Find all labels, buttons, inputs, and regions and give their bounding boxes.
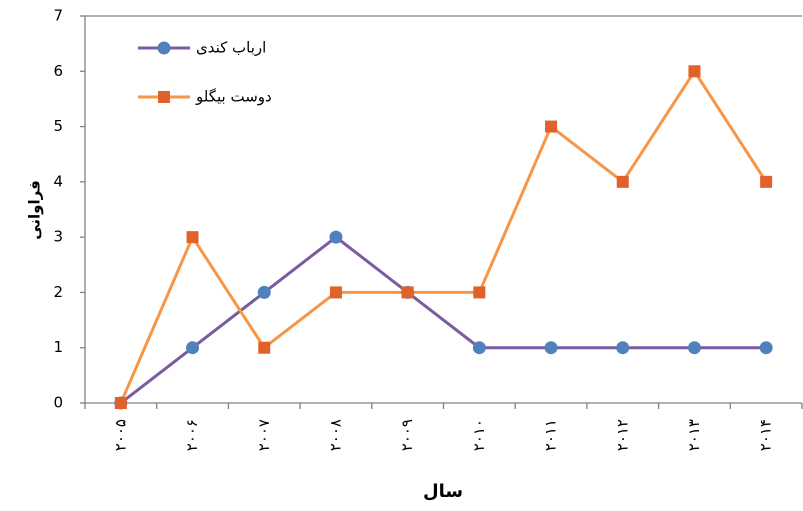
x-tick-label: ۲۰۰۵ (111, 419, 129, 451)
data-point (759, 341, 773, 355)
data-point (401, 286, 414, 299)
y-tick-label: 2 (53, 283, 63, 301)
y-tick-label: 5 (53, 117, 63, 135)
y-tick-label: 1 (53, 338, 63, 356)
y-tick-label: 7 (53, 7, 63, 25)
y-tick-label: 4 (53, 172, 63, 190)
data-point (544, 341, 558, 355)
x-axis-title: سال (423, 481, 463, 502)
data-point (257, 285, 271, 299)
data-point (616, 341, 630, 355)
data-point (258, 341, 271, 354)
series-line (119, 68, 768, 404)
data-point (545, 120, 558, 133)
x-tick-label: ۲۰۱۲ (613, 419, 631, 451)
legend-marker (158, 91, 170, 103)
data-point (616, 175, 629, 188)
data-point (472, 341, 486, 355)
series-line (119, 235, 767, 405)
legend-label: دوست بیگلو (195, 88, 272, 106)
y-axis-title: فراوانی (26, 180, 44, 240)
data-point (473, 286, 486, 299)
data-point (760, 175, 773, 188)
x-tick-label: ۲۰۱۴ (757, 419, 775, 451)
data-point (186, 231, 199, 244)
data-point (329, 230, 343, 244)
data-point (329, 286, 342, 299)
x-tick-label: ۲۰۰۸ (326, 419, 344, 451)
legend-label: ارباب کندی (196, 39, 266, 57)
y-tick-label: 3 (53, 228, 63, 246)
x-tick-label: ۲۰۰۶ (183, 419, 201, 451)
x-tick-label: ۲۰۱۰ (470, 419, 488, 451)
data-point (114, 397, 127, 409)
y-tick-label: 0 (53, 394, 63, 412)
x-tick-label: ۲۰۰۹ (398, 419, 416, 451)
y-tick-label: 6 (53, 62, 63, 80)
data-point (687, 341, 701, 355)
data-point (688, 65, 701, 78)
x-tick-label: ۲۰۱۱ (542, 419, 560, 451)
legend-marker (157, 41, 171, 55)
x-tick-label: ۲۰۰۷ (255, 419, 273, 451)
x-tick-label: ۲۰۱۳ (685, 419, 703, 451)
data-point (186, 341, 200, 355)
